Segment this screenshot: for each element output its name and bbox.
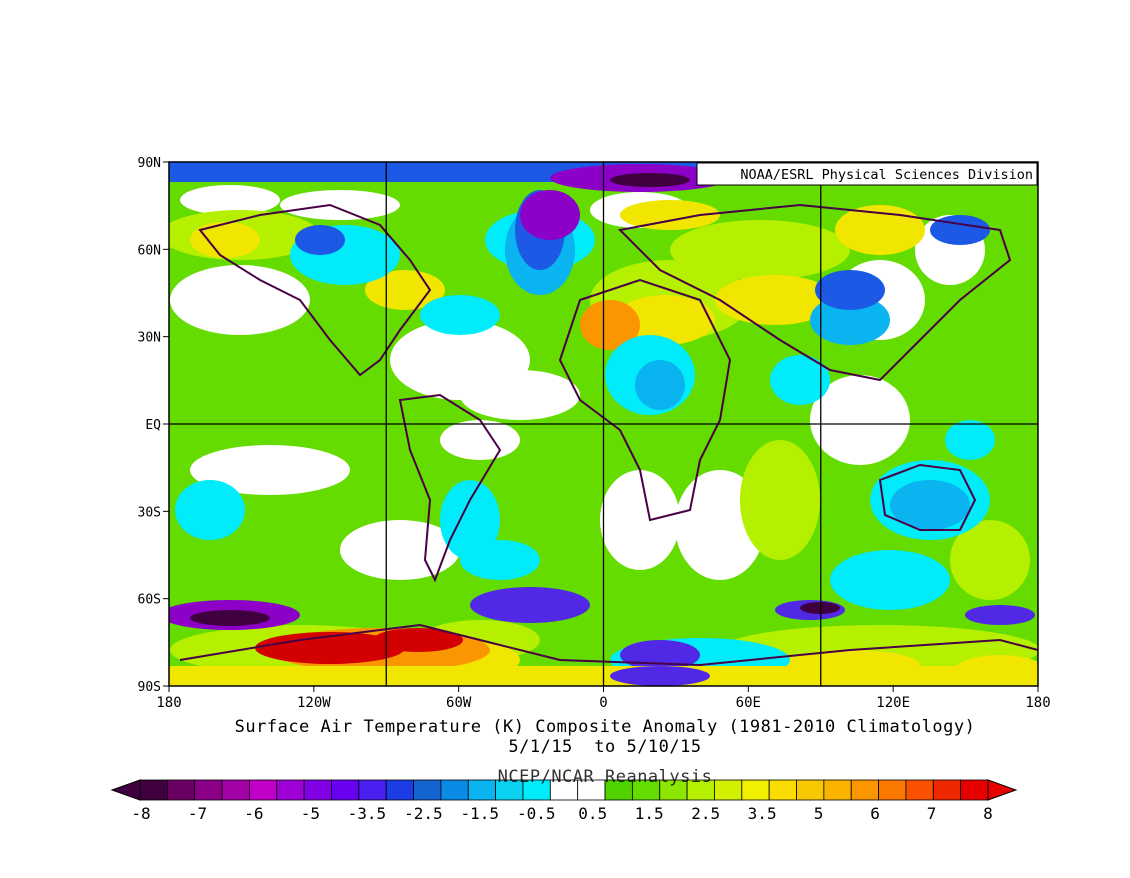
lat-tick-label: 60N — [138, 243, 161, 258]
anomaly-blob — [175, 480, 245, 540]
lat-tick-label: 30N — [138, 331, 161, 346]
anomaly-blob — [520, 190, 580, 240]
colorbar-tick-label: 1.5 — [635, 804, 664, 823]
anomaly-blob — [770, 355, 830, 405]
anomaly-blob — [930, 215, 990, 245]
anomaly-blob — [740, 440, 820, 560]
credit-label: NOAA/ESRL Physical Sciences Division — [740, 167, 1033, 183]
anomaly-blob — [340, 520, 460, 580]
date-range: 5/1/15 to 5/10/15 — [508, 737, 702, 757]
colorbar-tick-label: -3.5 — [348, 804, 387, 823]
colorbar-tick-label: -0.5 — [517, 804, 556, 823]
data-source: NCEP/NCAR Reanalysis — [497, 767, 713, 787]
anomaly-blob — [365, 270, 445, 310]
coastline — [617, 203, 1012, 382]
anomaly-blob — [170, 265, 310, 335]
lon-tick-label: 60W — [446, 695, 472, 711]
anomaly-blob — [180, 185, 280, 215]
anomaly-blob — [620, 200, 720, 230]
lat-tick-label: 60S — [138, 593, 161, 608]
coastline — [558, 278, 732, 522]
anomaly-blob — [470, 587, 590, 623]
anomaly-blob — [255, 632, 405, 664]
anomaly-blob — [190, 222, 260, 258]
lon-tick-label: 0 — [599, 695, 607, 711]
colorbar-tick-label: 8 — [983, 804, 993, 823]
anomaly-blob — [580, 300, 640, 350]
colorbar-max-arrow — [987, 779, 1018, 801]
anomaly-blob — [190, 610, 270, 626]
anomaly-blob — [615, 295, 715, 345]
antarctic-cold-core — [610, 666, 710, 686]
colorbar-tick-label: 0.5 — [578, 804, 607, 823]
anomaly-blob — [440, 480, 500, 560]
anomaly-blob — [810, 295, 890, 345]
lat-tick-label: 90N — [138, 156, 161, 171]
anomaly-blob — [280, 190, 400, 220]
anomaly-blob — [950, 520, 1030, 600]
colorbar-tick-label: 6 — [870, 804, 880, 823]
map-title: Surface Air Temperature (K) Composite An… — [234, 717, 976, 737]
anomaly-blob — [835, 205, 925, 255]
anomaly-blob — [373, 628, 463, 652]
anomaly-blob — [420, 295, 500, 335]
colorbar-tick-label: -6 — [244, 804, 263, 823]
anomaly-blob — [810, 375, 910, 465]
arctic-cold-core — [610, 173, 690, 187]
anomaly-blob — [460, 370, 580, 420]
colorbar-tick-label: -7 — [188, 804, 207, 823]
lon-tick-label: 180 — [156, 695, 181, 711]
anomaly-blob — [190, 445, 350, 495]
credit-box — [696, 162, 1038, 186]
lon-tick-label: 120E — [876, 695, 910, 711]
longitude-labels: 180 120W 60W 0 60E 120E 180 — [156, 686, 1051, 711]
anomaly-blob — [965, 605, 1035, 625]
anomaly-blob — [670, 220, 850, 280]
colorbar — [110, 779, 1018, 801]
lat-tick-label: 90S — [138, 680, 161, 695]
anomaly-blob — [890, 480, 970, 530]
coastline — [198, 203, 432, 377]
colorbar-tick-label: -5 — [301, 804, 320, 823]
anomaly-blob — [460, 540, 540, 580]
anomaly-blob — [830, 550, 950, 610]
anomaly-blob — [635, 360, 685, 410]
lon-tick-label: 60E — [736, 695, 761, 711]
latitude-labels: 90N 60N 30N EQ 30S 60S 90S — [138, 156, 169, 695]
grid-lines — [169, 162, 1038, 686]
anomaly-blob — [440, 420, 520, 460]
anomaly-blob — [800, 602, 840, 614]
lat-tick-label: EQ — [145, 418, 161, 433]
colorbar-tick-label: -1.5 — [461, 804, 500, 823]
colorbar-tick-label: 7 — [927, 804, 937, 823]
anomaly-blob — [715, 275, 835, 325]
colorbar-tick-label: 3.5 — [748, 804, 777, 823]
anomaly-blob — [815, 270, 885, 310]
colorbar-tick-label: 5 — [814, 804, 824, 823]
anomaly-blob — [295, 225, 345, 255]
colorbar-tick-label: 2.5 — [691, 804, 720, 823]
coastline — [398, 393, 502, 583]
anomaly-blob — [945, 420, 995, 460]
colorbar-tick-label: -8 — [131, 804, 150, 823]
colorbar-labels: -8 -7 -6 -5 -3.5 -2.5 -1.5 -0.5 0.5 1.5 2.5 3.5 5 6 7 8 — [131, 804, 992, 823]
colorbar-tick-label: -2.5 — [404, 804, 443, 823]
coastline — [179, 623, 1038, 667]
anomaly-blob — [600, 470, 680, 570]
lon-tick-label: 180 — [1025, 695, 1050, 711]
coastline — [878, 463, 977, 531]
lon-tick-label: 120W — [297, 695, 331, 711]
lat-tick-label: 30S — [138, 505, 161, 520]
